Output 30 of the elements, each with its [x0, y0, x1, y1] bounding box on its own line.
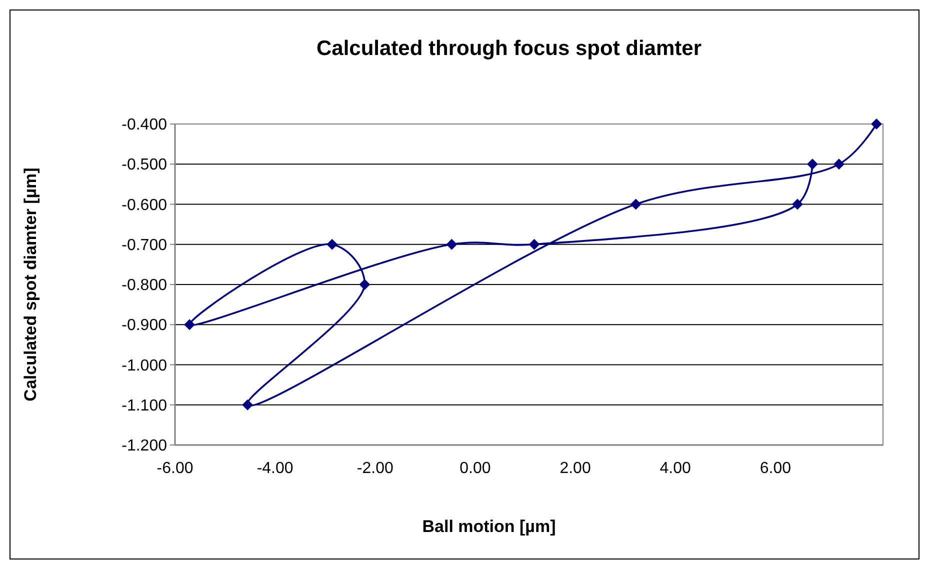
point: [630, 198, 642, 210]
y-tick-label: -0.500: [122, 156, 168, 174]
y-tick-label: -1.200: [122, 438, 168, 455]
y-axis-title: Calculated spot diamter [µm]: [21, 168, 40, 402]
x-tick-label: -6.00: [156, 460, 194, 477]
point: [792, 198, 803, 210]
point: [833, 158, 844, 170]
x-axis-title: Ball motion [µm]: [422, 517, 556, 536]
chart-title: Calculated through focus spot diamter: [316, 37, 702, 60]
point: [806, 158, 818, 170]
point: [184, 319, 195, 330]
x-tick-label: 0.00: [460, 460, 491, 477]
x-tick-label: -4.00: [256, 460, 294, 477]
y-tick-label: -0.800: [122, 277, 168, 294]
y-tick-label: -0.900: [122, 317, 168, 334]
y-tick-label: -0.600: [122, 196, 168, 214]
y-tick-label: -1.100: [122, 397, 168, 414]
point: [242, 399, 254, 410]
x-tick-label: 4.00: [660, 460, 692, 477]
point: [528, 238, 540, 250]
point: [359, 279, 370, 290]
x-tick-label: -2.00: [356, 460, 394, 477]
point: [326, 238, 338, 250]
y-tick-label: -0.400: [122, 116, 168, 134]
x-tick-label: 6.00: [760, 460, 792, 477]
point: [446, 238, 458, 250]
x-tick-label: 2.00: [560, 460, 591, 477]
y-tick-label: -0.700: [122, 236, 168, 254]
y-tick-label: -1.000: [122, 357, 168, 374]
point: [871, 118, 882, 130]
